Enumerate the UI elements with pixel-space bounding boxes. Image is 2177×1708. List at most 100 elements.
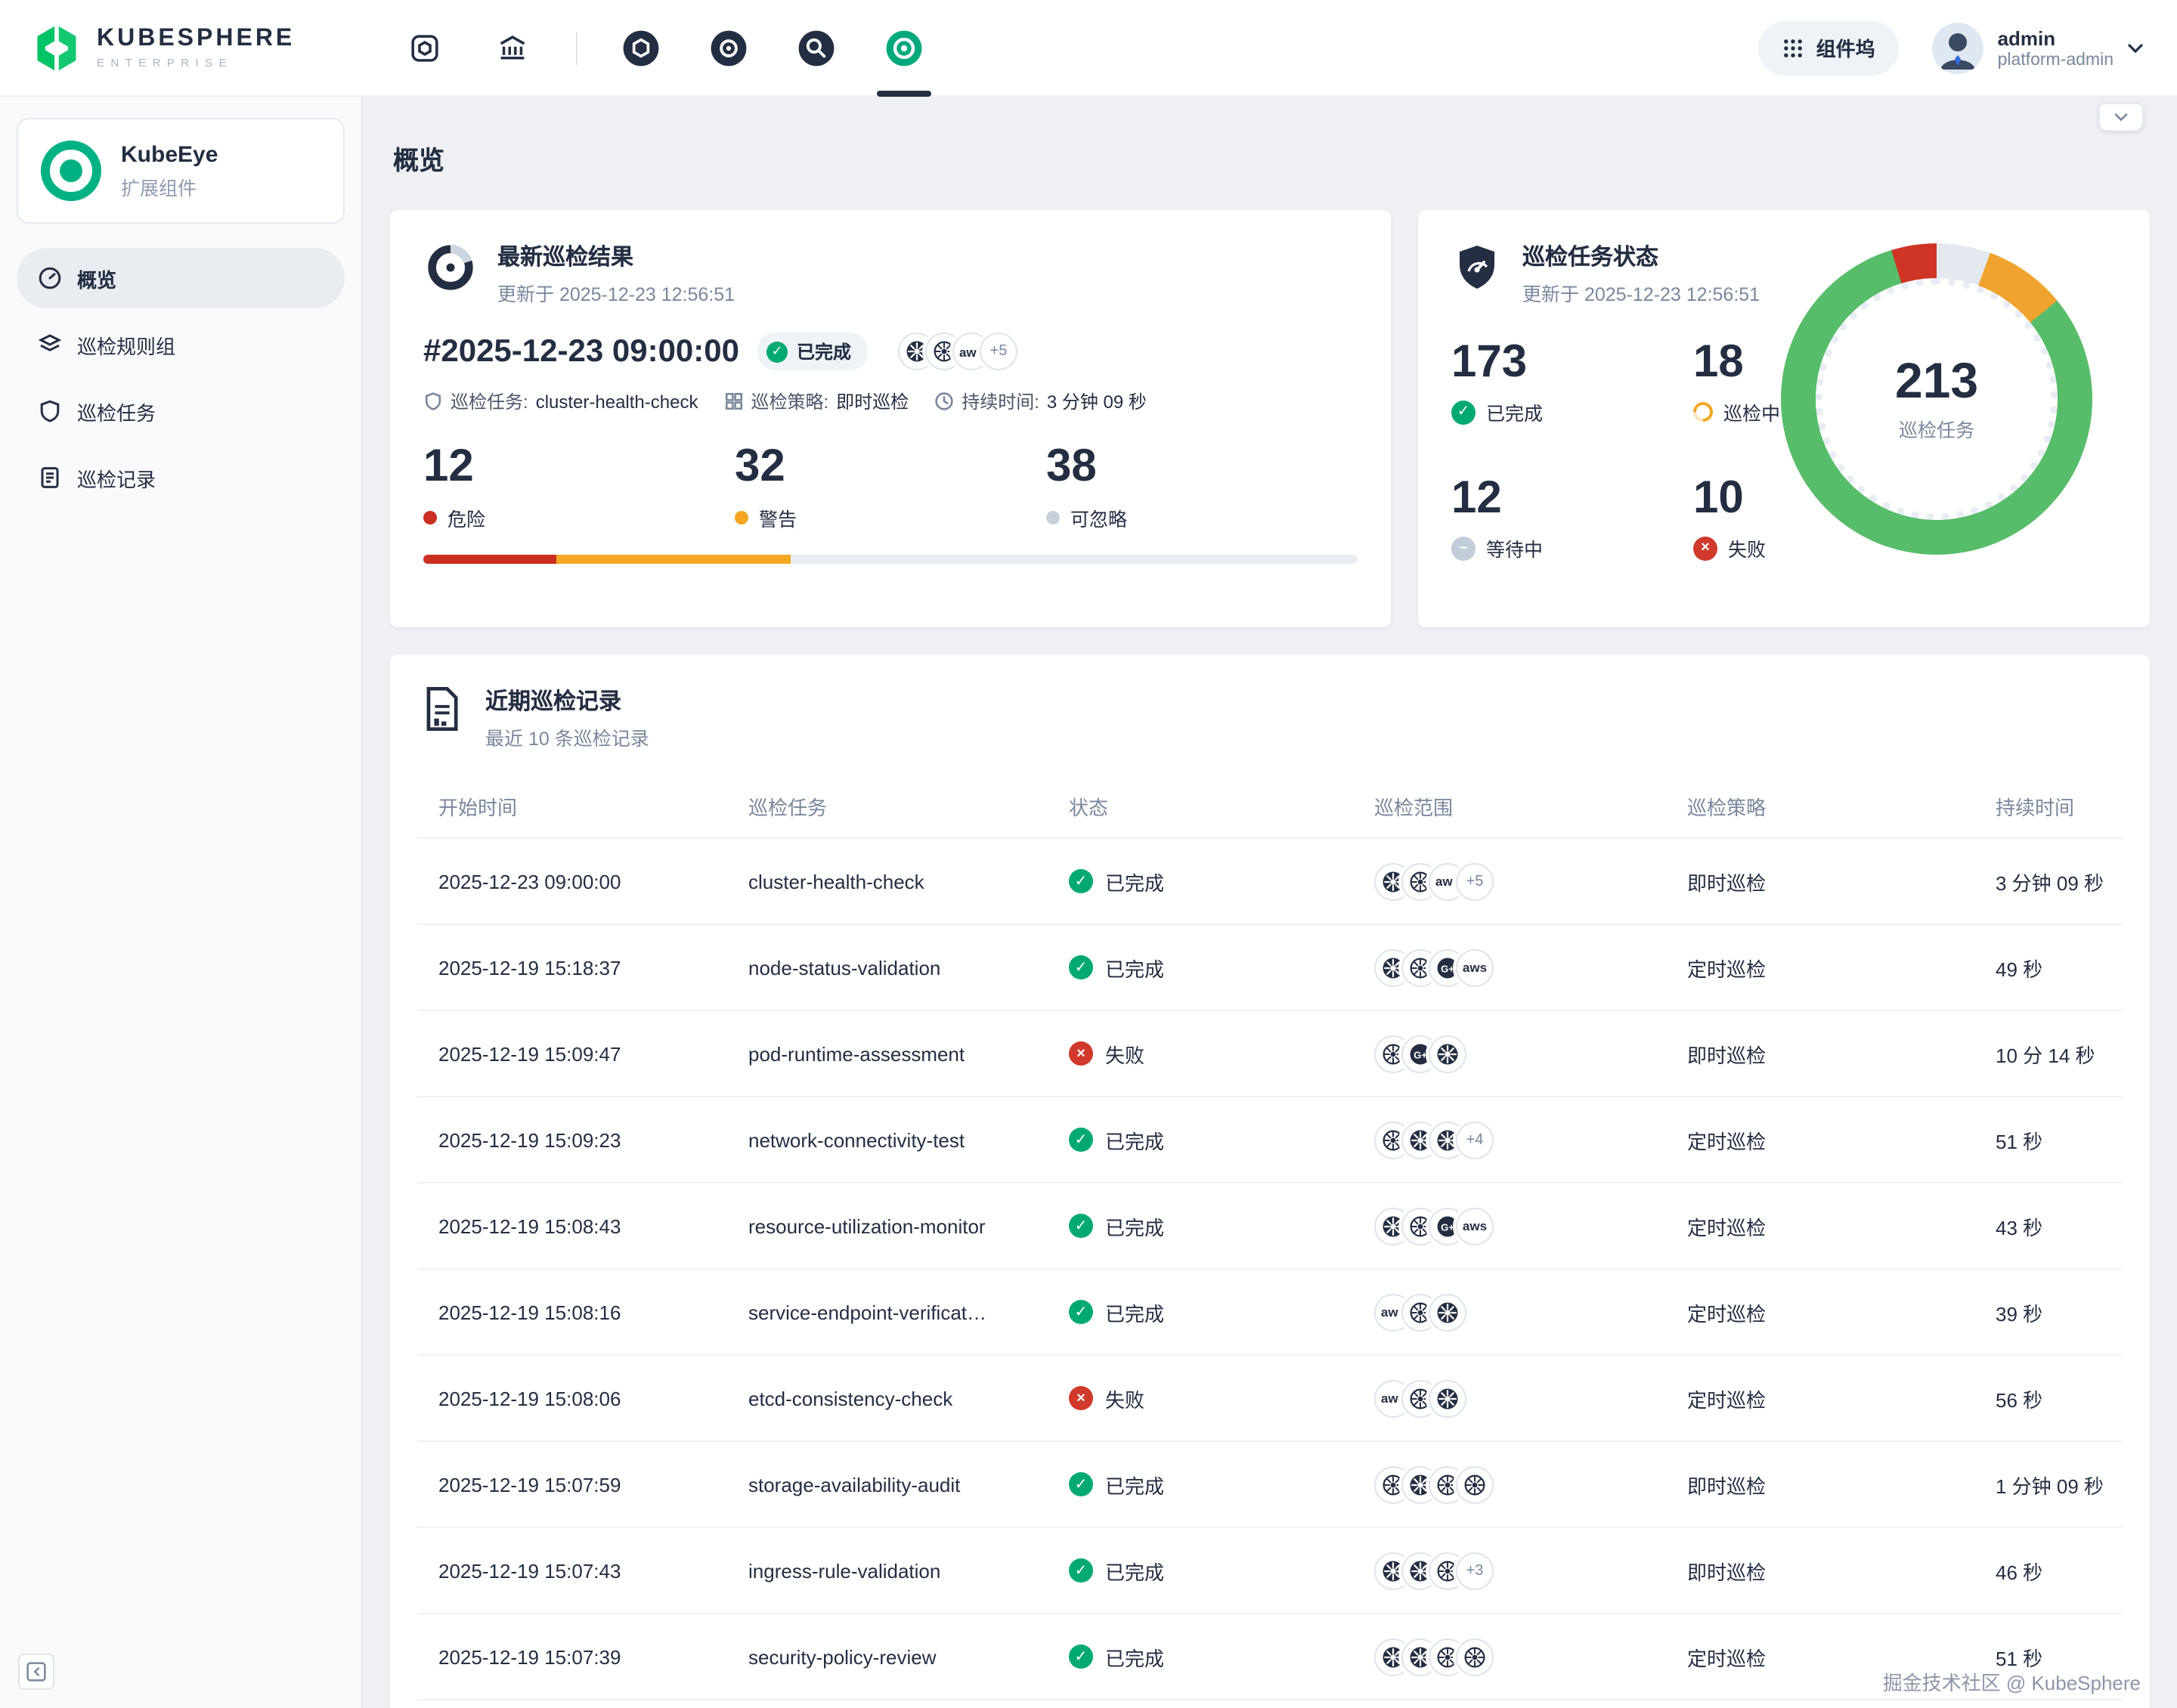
document-icon	[41, 467, 59, 488]
ignorable-dot-icon	[1046, 511, 1060, 524]
table-header: 开始时间 巡检任务 状态 巡检范围 巡检策略 持续时间	[417, 775, 2123, 839]
latest-record-id[interactable]: #2025-12-23 09:00:00	[423, 333, 739, 368]
record-status: × 失败	[1069, 1039, 1374, 1068]
task-status-donut-center: 213 巡检任务	[1816, 278, 2058, 520]
record-scope-badges: aws	[1374, 1293, 1687, 1331]
avatar	[1932, 22, 1984, 73]
severity-ignorable: 38 可忽略	[1046, 444, 1358, 532]
completed-label: 已完成	[1486, 404, 1544, 425]
aws-icon: aws	[1456, 1207, 1494, 1245]
warning-dot-icon	[735, 511, 748, 524]
table-row[interactable]: 2025-12-19 15:08:16 service-endpoint-ver…	[417, 1270, 2123, 1356]
sidebar-item-tasks[interactable]: 巡检任务	[17, 381, 345, 441]
workbench-button[interactable]: 组件坞	[1758, 20, 1900, 75]
table-row[interactable]: 2025-12-19 15:07:59 storage-availability…	[417, 1442, 2123, 1528]
table-row[interactable]: 2025-12-19 15:08:43 resource-utilization…	[417, 1184, 2123, 1270]
record-status-label: 已完成	[1105, 1302, 1165, 1325]
sidebar-item-label: 概览	[77, 268, 117, 291]
record-duration: 51 秒	[1996, 1647, 2043, 1669]
record-scope-badges: aws +5	[1374, 862, 1687, 900]
record-task-name: network-connectivity-test	[748, 1128, 965, 1151]
col-policy: 巡检策略	[1687, 797, 1767, 819]
record-duration: 10 分 14 秒	[1996, 1044, 2095, 1066]
latest-result-updated: 更新于 2025-12-23 12:56:51	[497, 284, 735, 305]
status-success-icon: ✓	[1069, 1128, 1093, 1152]
table-row[interactable]: 2025-12-19 15:09:23 network-connectivity…	[417, 1097, 2123, 1184]
kubeeye-app-card[interactable]: KubeEye 扩展组件	[17, 118, 345, 224]
user-menu[interactable]: admin platform-admin	[1932, 22, 2144, 73]
completed-count: 173	[1451, 337, 1528, 387]
sidebar-item-overview[interactable]: 概览	[17, 248, 345, 308]
policy-grid-icon	[725, 392, 742, 410]
task-status-card: 巡检任务状态 更新于 2025-12-23 12:56:51 173 ✓ 已完成 …	[1418, 210, 2150, 627]
app-type: 扩展组件	[121, 178, 197, 199]
kubernetes-outline-icon	[1456, 1465, 1494, 1503]
record-task-name: cluster-health-check	[748, 870, 924, 893]
record-task-name: node-status-validation	[748, 956, 941, 979]
nav-app-workspace-button[interactable]	[488, 23, 537, 72]
sidebar-item-records[interactable]: 巡检记录	[17, 447, 345, 508]
collapse-banner-button[interactable]	[2098, 103, 2144, 132]
record-start-time: 2025-12-19 15:18:37	[438, 956, 621, 979]
svg-text:G+: G+	[1441, 1221, 1454, 1232]
nav-app-monitoring-button[interactable]	[705, 23, 753, 72]
nav-divider	[576, 31, 578, 64]
sidebar: KubeEye 扩展组件 概览 巡检规则组	[0, 97, 363, 1708]
watermark: 掘金技术社区 @ KubeSphere	[1882, 1672, 2141, 1694]
nav-app-search-button[interactable]	[792, 23, 841, 72]
sidebar-collapse-button[interactable]	[18, 1654, 54, 1690]
warning-count: 32	[735, 441, 785, 491]
status-success-icon: ✓	[1069, 1645, 1093, 1669]
app-switcher	[401, 23, 932, 96]
table-row[interactable]: 2025-12-19 15:07:39 security-policy-revi…	[417, 1614, 2123, 1700]
clock-icon	[935, 392, 953, 410]
stat-failed: 10 × 失败	[1693, 475, 1935, 562]
severity-warning: 32 警告	[735, 444, 1046, 532]
records-table-body: 2025-12-23 09:00:00 cluster-health-check…	[417, 839, 2123, 1700]
pending-icon: –	[1451, 536, 1476, 560]
scope-extra-count: +3	[1456, 1552, 1494, 1589]
status-success-icon: ✓	[1069, 955, 1093, 979]
extension-cube-icon	[411, 34, 438, 61]
table-row[interactable]: 2025-12-19 15:09:47 pod-runtime-assessme…	[417, 1011, 2123, 1097]
donut-chart-icon	[428, 245, 473, 290]
severity-bar-segment	[556, 555, 791, 564]
shield-icon	[40, 400, 60, 422]
running-count: 18	[1693, 337, 1744, 387]
record-start-time: 2025-12-19 15:09:23	[438, 1128, 621, 1151]
table-row[interactable]: 2025-12-19 15:07:43 ingress-rule-validat…	[417, 1528, 2123, 1614]
kubesphere-logo[interactable]: KUBESPHERE ENTERPRISE	[30, 22, 295, 73]
record-scope-badges: G+ aws	[1374, 948, 1687, 986]
task-status-donut: 213 巡检任务	[1781, 243, 2092, 555]
record-status: ✓ 已完成	[1069, 953, 1374, 982]
record-status-label: 失败	[1105, 1388, 1145, 1411]
sidebar-item-rule-groups[interactable]: 巡检规则组	[17, 314, 345, 375]
record-task-name: etcd-consistency-check	[748, 1387, 953, 1409]
stat-waiting: 12 – 等待中	[1451, 475, 1693, 562]
record-status-label: 已完成	[1105, 1647, 1165, 1669]
record-status-label: 已完成	[1105, 1216, 1165, 1239]
scope-extra-count: +5	[1456, 862, 1494, 900]
nav-app-cluster-button[interactable]	[617, 23, 665, 72]
col-scope: 巡检范围	[1374, 797, 1454, 819]
active-app-underline	[877, 91, 932, 96]
record-duration: 46 秒	[1996, 1561, 2043, 1583]
nav-app-extensions-button[interactable]	[401, 23, 449, 72]
table-row[interactable]: 2025-12-23 09:00:00 cluster-health-check…	[417, 839, 2123, 925]
meta-duration-value: 3 分钟 09 秒	[1046, 391, 1147, 413]
recent-records-title: 近期巡检记录	[485, 689, 622, 715]
stat-completed: 173 ✓ 已完成	[1451, 337, 1693, 426]
table-row[interactable]: 2025-12-19 15:08:06 etcd-consistency-che…	[417, 1356, 2123, 1442]
recent-records-subtitle: 最近 10 条巡检记录	[485, 729, 649, 750]
col-start-time: 开始时间	[438, 797, 518, 819]
record-duration: 51 秒	[1996, 1130, 2043, 1153]
warning-label: 警告	[759, 509, 797, 531]
record-start-time: 2025-12-19 15:08:16	[438, 1301, 621, 1323]
avatar-person-icon	[1932, 22, 1984, 73]
record-status-label: 已完成	[1105, 958, 1165, 980]
record-start-time: 2025-12-19 15:07:43	[438, 1559, 621, 1582]
table-row[interactable]: 2025-12-19 15:18:37 node-status-validati…	[417, 925, 2123, 1011]
record-policy: 定时巡检	[1687, 1647, 1767, 1669]
nav-app-kubeeye-button[interactable]	[877, 23, 932, 96]
record-duration: 3 分钟 09 秒	[1996, 871, 2104, 894]
